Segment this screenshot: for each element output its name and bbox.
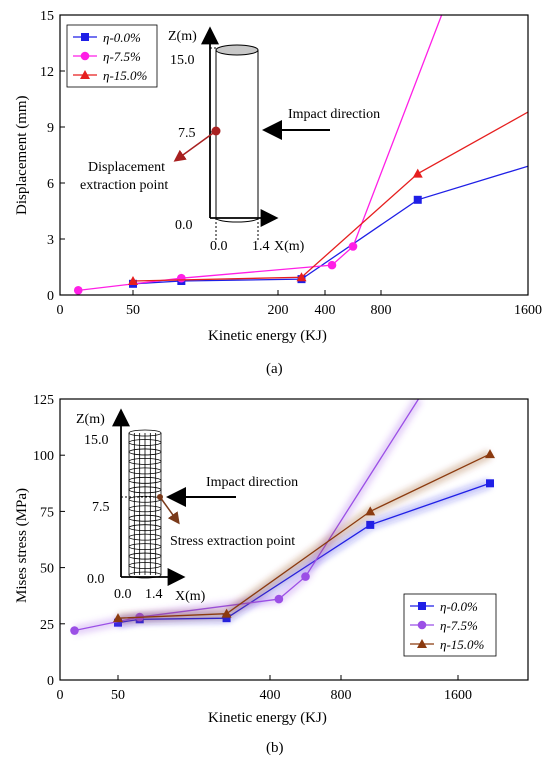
panel-a: 0 3 6 9 12 15 0 50 200 400 800 1600 Z(m) 15.0 7.5 0… <box>14 9 542 377</box>
panel-b-series-layer <box>70 399 495 636</box>
panel-b-inset-z-tick-bottom: 0.0 <box>87 572 105 587</box>
panel-a-inset: Z(m) 15.0 7.5 0.0 0.0 1.4 X(m) Displacem… <box>80 26 380 254</box>
y-tick-label: 50 <box>40 562 54 577</box>
legend-label: η-7.5% <box>440 618 478 633</box>
panel-b-inset: Z(m) 15.0 7.5 0.0 0.0 1.4 X(m) Stress ex… <box>76 408 298 604</box>
x-tick-label: 200 <box>268 303 289 318</box>
panel-b-caption: (b) <box>266 740 284 756</box>
data-point <box>128 276 138 285</box>
y-tick-label: 25 <box>40 618 54 633</box>
data-point <box>301 572 310 581</box>
y-tick-label: 125 <box>33 393 54 408</box>
legend-label: η-7.5% <box>103 49 141 64</box>
x-tick-label: 50 <box>111 688 125 703</box>
data-point <box>413 195 422 204</box>
panel-a-ylabel: Displacement (mm) <box>14 95 30 215</box>
data-point <box>296 272 307 282</box>
data-point <box>221 608 232 618</box>
x-tick-label: 400 <box>315 303 336 318</box>
panel-a-cylinder-base <box>215 217 259 223</box>
y-tick-label: 0 <box>47 289 54 304</box>
panel-a-inset-x-tick-1: 1.4 <box>252 239 270 254</box>
x-tick-label: 0 <box>57 303 64 318</box>
panel-a-inset-z-label: Z(m) <box>168 29 197 44</box>
panel-a-inset-z-tick-top: 15.0 <box>170 53 195 68</box>
panel-a-extraction-label-2: extraction point <box>80 178 168 193</box>
data-point <box>485 449 495 459</box>
data-point <box>366 520 375 529</box>
panel-b-inset-x-tick-1: 1.4 <box>145 587 163 602</box>
panel-a-inset-x-label: X(m) <box>274 239 305 254</box>
legend-marker <box>417 620 427 630</box>
panel-a-inset-x-tick-0: 0.0 <box>210 239 228 254</box>
panel-a-xlabel: Kinetic energy (KJ) <box>208 328 327 344</box>
data-point <box>73 286 83 295</box>
data-point <box>486 479 494 488</box>
data-point <box>274 594 284 604</box>
panel-b-inset-z-tick-top: 15.0 <box>84 433 109 448</box>
panel-b-extraction-label: Stress extraction point <box>170 534 295 549</box>
panel-a-series-layer <box>73 15 528 295</box>
panel-b-ylabel: Mises stress (MPa) <box>14 488 30 603</box>
panel-b-inset-x-label: X(m) <box>175 589 206 604</box>
x-tick-label: 1600 <box>514 303 542 318</box>
x-tick-label: 0 <box>57 688 64 703</box>
legend-label: η-15.0% <box>440 637 485 652</box>
panel-b: 0 25 50 75 100 125 0 50 400 800 1600 Z(m) 15.0 7.5… <box>14 393 529 756</box>
x-tick-label: 400 <box>260 688 281 703</box>
data-point <box>365 506 376 516</box>
y-tick-label: 12 <box>40 65 54 80</box>
panel-b-plot-frame <box>59 398 529 681</box>
x-tick-label: 50 <box>126 303 140 318</box>
legend-marker <box>80 70 90 79</box>
data-point <box>348 242 358 251</box>
panel-a-inset-z-tick-bottom: 0.0 <box>175 218 193 233</box>
y-tick-label: 75 <box>40 505 54 520</box>
series-line <box>117 453 491 619</box>
panel-b-inset-z-label: Z(m) <box>76 412 105 427</box>
panel-b-lattice-cylinder <box>128 429 162 579</box>
panel-a-cylinder-top <box>215 44 259 56</box>
legend-label: η-0.0% <box>440 599 478 614</box>
x-tick-label: 800 <box>371 303 392 318</box>
panel-b-ticks: 0 25 50 75 100 125 0 50 400 800 1600 <box>33 393 472 703</box>
y-tick-label: 100 <box>33 449 54 464</box>
panel-b-inset-x-tick-0: 0.0 <box>114 587 132 602</box>
legend-marker <box>418 602 426 610</box>
panel-b-xlabel: Kinetic energy (KJ) <box>208 710 327 726</box>
panel-b-extraction-arrow <box>159 496 180 525</box>
panel-a-inset-z-tick-mid: 7.5 <box>178 126 196 141</box>
panel-a-extraction-arrow <box>173 130 217 162</box>
panel-a-impact-label: Impact direction <box>288 107 380 122</box>
y-tick-label: 0 <box>47 674 54 689</box>
panel-a-extraction-label-1: Displacement <box>88 160 165 175</box>
legend-label: η-15.0% <box>103 68 148 83</box>
y-tick-label: 9 <box>47 121 54 136</box>
panel-a-plot-frame <box>59 14 529 296</box>
data-point <box>327 260 337 270</box>
panel-a-legend: η-0.0% η-7.5% η-15.0% <box>66 24 158 88</box>
panel-b-inset-z-tick-mid: 7.5 <box>92 500 110 515</box>
data-point <box>70 626 79 635</box>
data-point <box>113 613 123 623</box>
y-tick-label: 15 <box>40 9 54 24</box>
panel-a-ticks: 0 3 6 9 12 15 0 50 200 400 800 1600 <box>40 9 542 318</box>
x-tick-label: 800 <box>331 688 352 703</box>
data-point <box>412 168 423 178</box>
y-tick-label: 3 <box>47 233 54 248</box>
y-tick-label: 6 <box>47 177 54 192</box>
panel-b-impact-label: Impact direction <box>206 475 298 490</box>
series-line <box>132 111 528 282</box>
legend-marker <box>81 33 89 41</box>
x-tick-label: 1600 <box>444 688 472 703</box>
legend-label: η-0.0% <box>103 30 141 45</box>
legend-marker <box>417 639 427 648</box>
panel-b-legend: η-0.0% η-7.5% η-15.0% <box>403 593 497 657</box>
data-point <box>177 273 186 283</box>
legend-marker <box>80 51 90 61</box>
panel-a-caption: (a) <box>266 361 283 377</box>
